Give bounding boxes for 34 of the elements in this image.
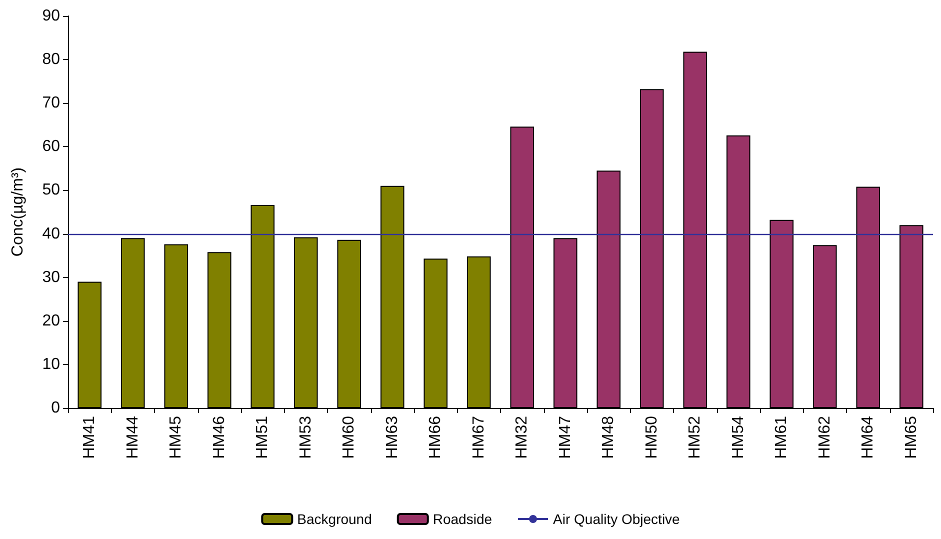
y-tick-label: 60 xyxy=(42,138,60,156)
x-tick-label: HM62 xyxy=(816,416,834,459)
x-tick-label: HM41 xyxy=(81,416,98,459)
x-tick-label: HM60 xyxy=(340,416,358,459)
y-tick-label: 30 xyxy=(42,268,60,286)
y-tick-label: 0 xyxy=(51,400,60,416)
legend-label: Background xyxy=(297,511,372,527)
y-axis-title: Conc(µg/m³) xyxy=(10,167,26,257)
y-tick-label: 90 xyxy=(42,8,60,24)
x-tick-label: HM32 xyxy=(514,416,531,459)
y-tick-label: 40 xyxy=(42,225,60,242)
x-tick-label: HM52 xyxy=(686,416,704,459)
x-tick-label: HM54 xyxy=(730,416,747,459)
y-tick-label: 10 xyxy=(42,356,60,373)
x-tick-label: HM47 xyxy=(556,416,574,459)
x-tick-label: HM64 xyxy=(860,416,877,459)
x-tick-label: HM44 xyxy=(124,416,142,459)
x-tick-label: HM66 xyxy=(427,416,444,459)
y-tick-label: 20 xyxy=(42,312,60,330)
x-tick-label: HM50 xyxy=(643,416,660,459)
x-tick-label: HM45 xyxy=(168,416,185,459)
x-tick-label: HM48 xyxy=(600,416,618,459)
x-tick-label: HM51 xyxy=(254,416,272,459)
legend-label: Roadside xyxy=(432,511,492,527)
x-tick-label: HM53 xyxy=(297,416,314,459)
x-tick-label: HM65 xyxy=(902,416,920,459)
y-tick-label: 70 xyxy=(42,94,60,112)
x-tick-label: HM61 xyxy=(773,416,790,459)
y-tick-label: 50 xyxy=(42,182,60,199)
x-tick-label: HM63 xyxy=(384,416,401,459)
x-tick-label: HM46 xyxy=(210,416,228,459)
y-tick-label: 80 xyxy=(42,51,60,68)
x-tick-label: HM67 xyxy=(470,416,488,459)
legend-label: Air Quality Objective xyxy=(553,511,680,527)
